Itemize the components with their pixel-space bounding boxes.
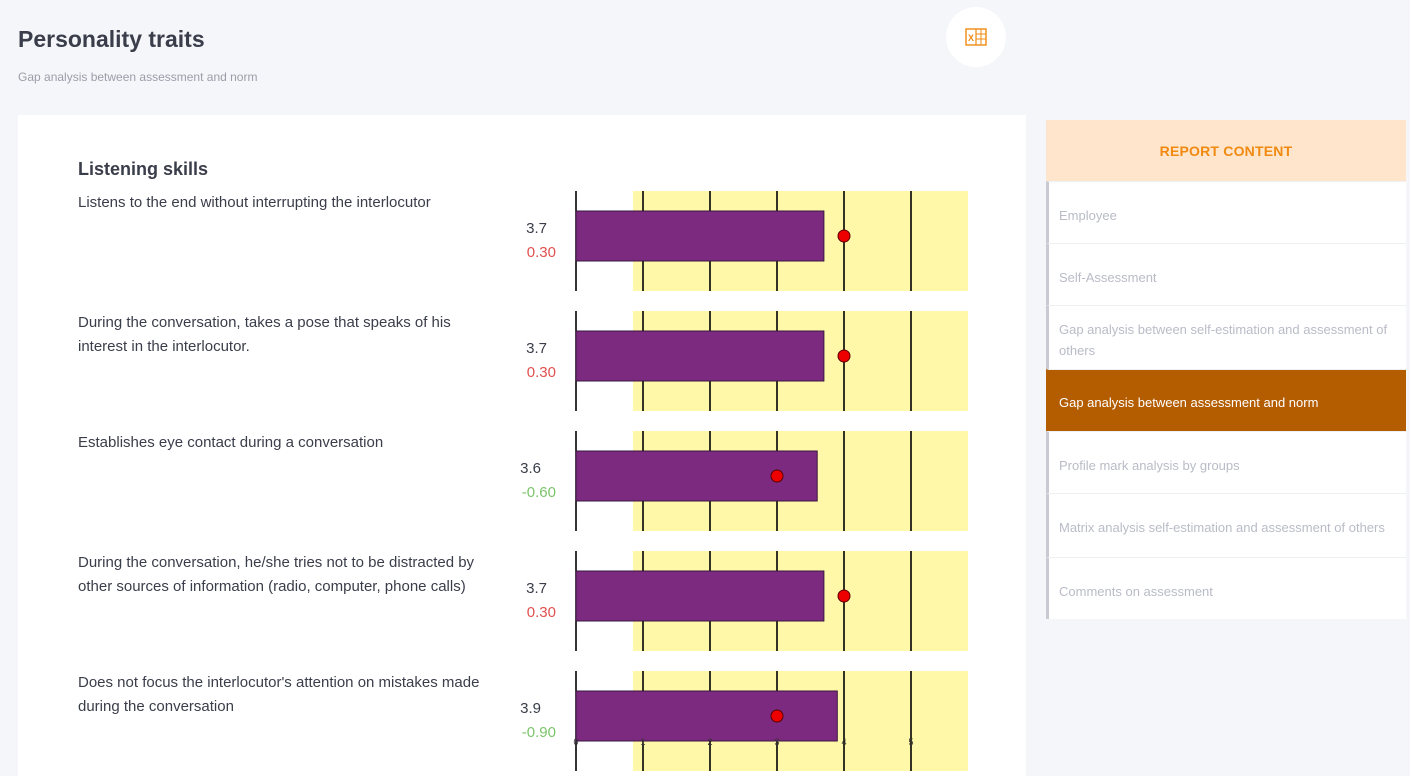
x-tick-label: 4: [841, 737, 846, 747]
x-tick-label: 2: [707, 737, 712, 747]
item-text: Listens to the end without interrupting …: [78, 194, 431, 211]
sidebar-header: REPORT CONTENT: [1046, 120, 1406, 181]
page-subtitle: Gap analysis between assessment and norm: [18, 70, 258, 84]
sidebar-item-profile-mark-analysis[interactable]: Profile mark analysis by groups: [1046, 431, 1406, 493]
report-card: Listening skills Listens to the end with…: [18, 115, 1026, 776]
norm-marker: [837, 349, 851, 363]
sidebar-item-comments[interactable]: Comments on assessment: [1046, 557, 1406, 619]
norm-marker: [770, 469, 784, 483]
section-title: Listening skills: [78, 159, 209, 179]
sidebar-item-gap-self-vs-others[interactable]: Gap analysis between self-estimation and…: [1046, 305, 1406, 369]
x-tick-label: 5: [908, 737, 913, 747]
report-content-sidebar: REPORT CONTENT Employee Self-Assessment …: [1046, 120, 1406, 619]
sidebar-item-employee[interactable]: Employee: [1046, 181, 1406, 243]
sidebar-item-matrix-analysis[interactable]: Matrix analysis self-estimation and asse…: [1046, 493, 1406, 557]
score-bar: [575, 210, 825, 262]
item-text: Establishes eye contact during a convers…: [78, 434, 384, 451]
sidebar-item-self-assessment[interactable]: Self-Assessment: [1046, 243, 1406, 305]
score-bar: [575, 690, 838, 742]
item-text: During the conversation, he/she tries no…: [78, 554, 475, 595]
item-score: 3.9: [520, 700, 541, 717]
item-text: Does not focus the interlocutor's attent…: [78, 674, 480, 715]
item-gap: -0.90: [521, 724, 556, 741]
item-gap: -0.60: [521, 484, 556, 501]
excel-export-icon: X: [965, 28, 987, 46]
norm-marker: [770, 709, 784, 723]
export-excel-button[interactable]: X: [946, 7, 1006, 67]
item-text: During the conversation, takes a pose th…: [78, 314, 451, 355]
item-score: 3.7: [526, 340, 547, 357]
page-title: Personality traits: [18, 26, 205, 52]
gap-chart: 0 1 2 3 4 5: [573, 191, 968, 771]
item-score: 3.7: [526, 580, 547, 597]
x-tick-label: 0: [573, 737, 578, 747]
score-bar: [575, 330, 825, 382]
item-gap: 0.30: [526, 244, 556, 261]
x-tick-label: 3: [774, 737, 779, 747]
norm-marker: [837, 589, 851, 603]
svg-text:X: X: [968, 33, 974, 43]
item-gap: 0.30: [526, 604, 556, 621]
item-gap: 0.30: [526, 364, 556, 381]
sidebar-item-gap-assessment-vs-norm[interactable]: Gap analysis between assessment and norm: [1046, 369, 1406, 431]
item-score: 3.7: [526, 220, 547, 237]
score-bar: [575, 570, 825, 622]
item-score: 3.6: [520, 460, 541, 477]
x-tick-label: 1: [640, 737, 645, 747]
norm-marker: [837, 229, 851, 243]
